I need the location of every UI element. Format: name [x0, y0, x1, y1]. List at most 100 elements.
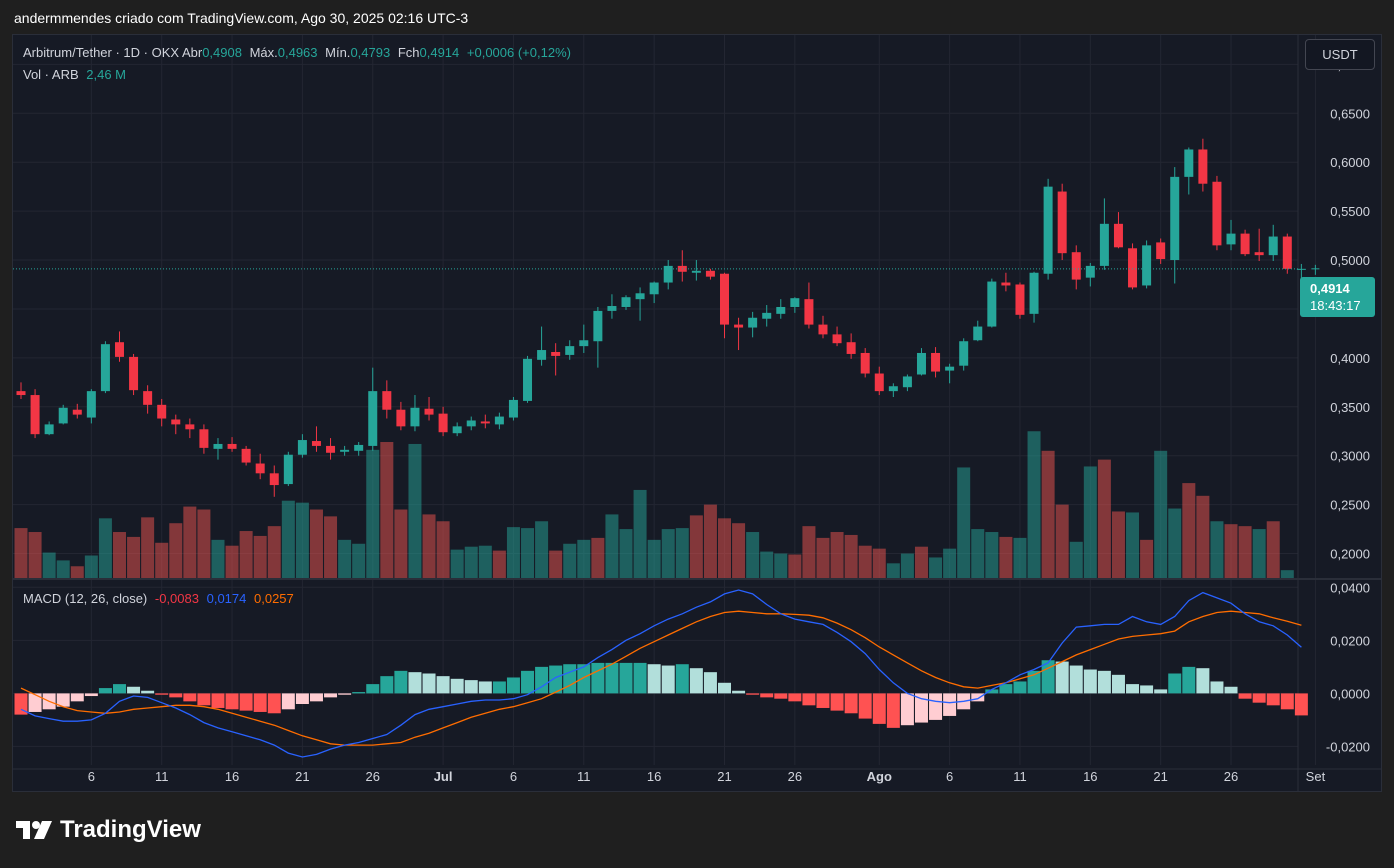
time-axis-label: 26 — [1224, 769, 1238, 784]
volume-bar — [858, 545, 872, 578]
macd-histogram-bar — [689, 668, 703, 694]
attribution-text: andermmendes criado com TradingView.com,… — [14, 10, 469, 26]
close-value: 0,4914 — [419, 45, 460, 60]
volume-bar — [1280, 570, 1294, 578]
last-price-tag: 0,4914 18:43:17 — [1300, 277, 1375, 317]
time-axis-label: Set — [1306, 769, 1326, 784]
volume-bar — [675, 528, 689, 578]
macd-histogram-bar — [886, 693, 900, 728]
time-axis-label: 11 — [1013, 769, 1027, 784]
time-axis-label: 26 — [788, 769, 802, 784]
macd-histogram-bar — [1013, 681, 1027, 694]
time-axis-label: 21 — [1153, 769, 1167, 784]
candle-body — [1282, 236, 1292, 269]
chart-canvas[interactable]: 0,70000,65000,60000,55000,50000,45000,40… — [13, 35, 1382, 792]
symbol-label[interactable]: Arbitrum/Tether · 1D · OKX — [23, 45, 180, 60]
candle-body — [1043, 186, 1053, 274]
last-price: 0,4914 — [1310, 281, 1350, 296]
macd-signal-line — [20, 610, 1302, 746]
macd-histogram-bar — [1140, 685, 1154, 694]
tradingview-logo[interactable]: TradingView — [16, 816, 201, 844]
macd-label[interactable]: MACD (12, 26, close) — [23, 591, 148, 606]
volume-bar — [267, 526, 281, 578]
candle-body — [269, 473, 279, 486]
macd-histogram-bar — [816, 693, 830, 708]
volume-bar — [42, 552, 56, 578]
macd-histogram-bar — [844, 693, 858, 714]
low-label: Mín. — [325, 45, 351, 60]
macd-histogram-bar — [872, 693, 886, 724]
macd-histogram-bar — [211, 693, 225, 708]
price-axis-label: 0,5500 — [1330, 204, 1370, 219]
candle-body — [1057, 191, 1067, 254]
volume-bar — [1097, 459, 1111, 578]
chart-panel[interactable]: 0,70000,65000,60000,55000,50000,45000,40… — [12, 34, 1382, 792]
macd-histogram-bar — [422, 673, 436, 694]
volume-bar — [619, 529, 633, 578]
candle-body — [1029, 272, 1039, 314]
volume-bar — [914, 546, 928, 578]
symbol-legend: Arbitrum/Tether · 1D · OKX Abr0,4908 Máx… — [23, 45, 571, 60]
volume-bar — [1238, 526, 1252, 578]
macd-axis-label: 0,0200 — [1330, 633, 1370, 648]
currency-button[interactable]: USDT — [1305, 39, 1375, 70]
macd-histogram-bar — [549, 665, 563, 694]
volume-bar — [591, 537, 605, 578]
price-axis-label: 0,4000 — [1330, 351, 1370, 366]
volume-bar — [1055, 504, 1069, 578]
macd-histogram-bar — [535, 666, 549, 694]
macd-histogram-bar — [1196, 668, 1210, 694]
macd-histogram-bar — [1224, 686, 1238, 694]
price-axis-label: 0,3500 — [1330, 400, 1370, 415]
candle-body — [72, 409, 82, 415]
high-label: Máx. — [249, 45, 278, 60]
volume-bar — [1111, 511, 1125, 578]
volume-bar — [112, 532, 126, 578]
candle-body — [1226, 233, 1236, 245]
candle-body — [804, 299, 814, 325]
candle-body — [776, 306, 786, 314]
candle-body — [44, 424, 54, 435]
volume-bar — [1027, 431, 1041, 578]
candle-body — [424, 408, 434, 415]
macd-histogram-bar — [929, 693, 943, 720]
volume-bar — [900, 553, 914, 578]
macd-axis-label: 0,0000 — [1330, 686, 1370, 701]
low-value: 0,4793 — [350, 45, 391, 60]
candle-body — [874, 373, 884, 392]
volume-label[interactable]: Vol · ARB — [23, 67, 79, 82]
volume-bar — [689, 515, 703, 578]
macd-histogram-bar — [943, 693, 957, 716]
time-axis-label: 16 — [647, 769, 661, 784]
macd-histogram-bar — [788, 693, 802, 702]
macd-histogram-bar — [661, 665, 675, 694]
volume-bar — [338, 539, 352, 578]
bar-countdown: 18:43:17 — [1310, 298, 1361, 313]
macd-histogram-bar — [295, 693, 309, 704]
macd-histogram-bar — [366, 684, 380, 694]
volume-bar — [253, 535, 267, 578]
volume-bar — [971, 529, 985, 578]
candle-body — [987, 281, 997, 327]
macd-histogram-bar — [703, 672, 717, 694]
macd-histogram-bar — [1280, 693, 1294, 710]
volume-bar — [732, 523, 746, 578]
macd-axis-label: -0,0200 — [1326, 739, 1370, 754]
volume-bar — [816, 537, 830, 578]
macd-histogram-bar — [70, 693, 84, 702]
candle-body — [523, 358, 533, 401]
macd-histogram-bar — [506, 677, 520, 694]
time-axis-label: 16 — [225, 769, 239, 784]
volume-bar — [1154, 450, 1168, 578]
volume-bar — [535, 521, 549, 578]
macd-histogram-bar — [1210, 681, 1224, 694]
macd-histogram-bar — [633, 662, 647, 694]
candle-body — [607, 306, 617, 311]
macd-histogram-bar — [1069, 665, 1083, 694]
candle-body — [551, 351, 561, 356]
volume-bar — [478, 545, 492, 578]
volume-bar — [1196, 495, 1210, 578]
volume-bar — [295, 502, 309, 578]
macd-legend: MACD (12, 26, close) -0,0083 0,0174 0,02… — [23, 591, 294, 606]
candle-body — [691, 270, 701, 273]
